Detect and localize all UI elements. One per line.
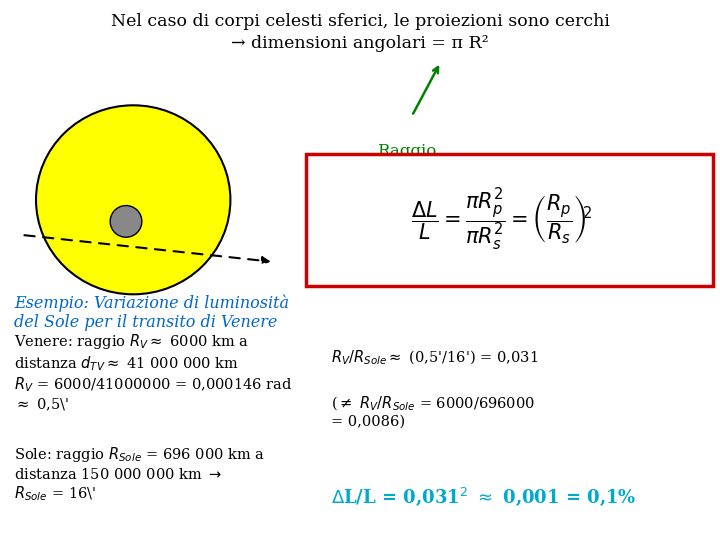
Text: $R_V/R_{Sole} \approx$ (0,5'/16') = 0,031: $R_V/R_{Sole} \approx$ (0,5'/16') = 0,03… bbox=[331, 348, 539, 367]
Text: $\dfrac{\Delta L}{L} = \dfrac{\pi R_p^{2}}{\pi R_s^{2}} = \left(\dfrac{R_p}{R_s}: $\dfrac{\Delta L}{L} = \dfrac{\pi R_p^{2… bbox=[410, 187, 593, 253]
Ellipse shape bbox=[36, 105, 230, 294]
FancyBboxPatch shape bbox=[306, 154, 713, 286]
Text: $\Delta$L/L = 0,031$^2$ $\approx$ 0,001 = 0,1%: $\Delta$L/L = 0,031$^2$ $\approx$ 0,001 … bbox=[331, 486, 636, 508]
Text: ($\neq$ $R_V/R_{Sole}$ = 6000/696000
= 0,0086): ($\neq$ $R_V/R_{Sole}$ = 6000/696000 = 0… bbox=[331, 394, 535, 429]
Text: Venere: raggio $R_V \approx$ 6000 km a
distanza $d_{TV} \approx$ 41 000 000 km
$: Venere: raggio $R_V \approx$ 6000 km a d… bbox=[14, 332, 293, 413]
Text: Nel caso di corpi celesti sferici, le proiezioni sono cerchi: Nel caso di corpi celesti sferici, le pr… bbox=[111, 14, 609, 30]
Text: Esempio: Variazione di luminosità
del Sole per il transito di Venere: Esempio: Variazione di luminosità del So… bbox=[14, 294, 289, 332]
Text: → dimensioni angolari = π R²: → dimensioni angolari = π R² bbox=[231, 35, 489, 52]
Ellipse shape bbox=[110, 206, 142, 237]
Text: Raggio
angolare: Raggio angolare bbox=[369, 143, 444, 180]
Text: Sole: raggio $R_{Sole}$ = 696 000 km a
distanza 150 000 000 km $\rightarrow$
$R_: Sole: raggio $R_{Sole}$ = 696 000 km a d… bbox=[14, 446, 266, 503]
